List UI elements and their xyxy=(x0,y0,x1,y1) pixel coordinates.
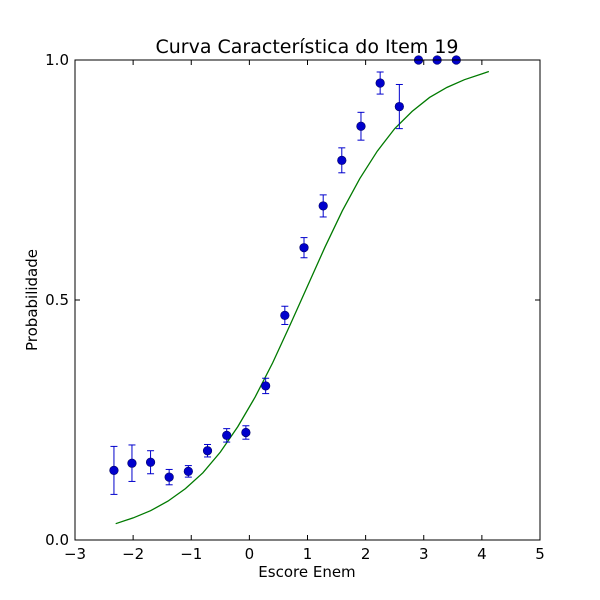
data-point xyxy=(241,427,251,438)
y-axis-label: Probabilidade xyxy=(23,249,41,351)
data-point xyxy=(375,78,385,88)
data-point xyxy=(202,446,213,456)
y-tick-label: 0.0 xyxy=(45,531,69,549)
data-point xyxy=(164,472,174,482)
x-tick-label: 4 xyxy=(477,545,487,563)
data-point xyxy=(222,430,232,440)
x-tick-label: 3 xyxy=(419,545,429,563)
data-point xyxy=(127,458,137,468)
data-point xyxy=(337,155,347,165)
chart-title: Curva Característica do Item 19 xyxy=(155,36,458,58)
axis-ticks: −3 −2 −1 0 1 2 3 4 5 0.0 0.5 1.0 xyxy=(45,51,545,563)
x-axis-label: Escore Enem xyxy=(258,563,355,581)
plot-area xyxy=(109,55,490,525)
x-tick-label: 0 xyxy=(245,545,255,563)
data-point xyxy=(261,381,271,391)
data-point xyxy=(280,310,290,320)
y-tick-label: 0.5 xyxy=(45,291,69,309)
fitted-curve-line xyxy=(115,70,490,525)
x-tick-label: −3 xyxy=(64,545,86,563)
x-tick-label: 5 xyxy=(535,545,545,563)
plot-frame xyxy=(74,59,541,541)
data-point xyxy=(318,201,328,211)
data-point xyxy=(183,466,193,476)
data-point xyxy=(394,101,404,112)
data-point xyxy=(299,243,309,253)
y-tick-label: 1.0 xyxy=(45,51,69,69)
data-point xyxy=(356,121,366,131)
x-tick-label: −1 xyxy=(180,545,202,563)
data-point xyxy=(145,457,156,467)
x-tick-label: −2 xyxy=(122,545,144,563)
x-tick-label: 2 xyxy=(361,545,371,563)
data-point xyxy=(109,465,119,476)
x-tick-label: 1 xyxy=(303,545,313,563)
